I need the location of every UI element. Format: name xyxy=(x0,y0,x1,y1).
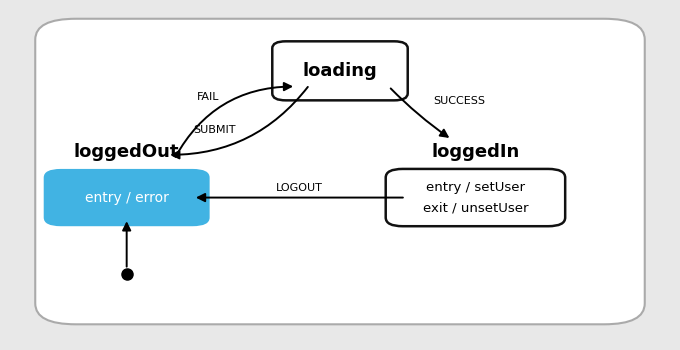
Text: FAIL: FAIL xyxy=(197,92,219,102)
FancyBboxPatch shape xyxy=(44,169,209,226)
Text: loading: loading xyxy=(303,62,377,80)
Text: SUBMIT: SUBMIT xyxy=(194,125,236,135)
Text: entry / setUser
exit / unsetUser: entry / setUser exit / unsetUser xyxy=(423,181,528,214)
Text: loggedOut: loggedOut xyxy=(74,144,180,161)
FancyBboxPatch shape xyxy=(35,19,645,324)
FancyBboxPatch shape xyxy=(272,41,408,100)
Text: SUCCESS: SUCCESS xyxy=(432,96,485,106)
Text: entry / error: entry / error xyxy=(85,190,169,204)
Text: loggedIn: loggedIn xyxy=(431,144,520,161)
FancyBboxPatch shape xyxy=(386,169,565,226)
Text: LOGOUT: LOGOUT xyxy=(276,183,323,193)
